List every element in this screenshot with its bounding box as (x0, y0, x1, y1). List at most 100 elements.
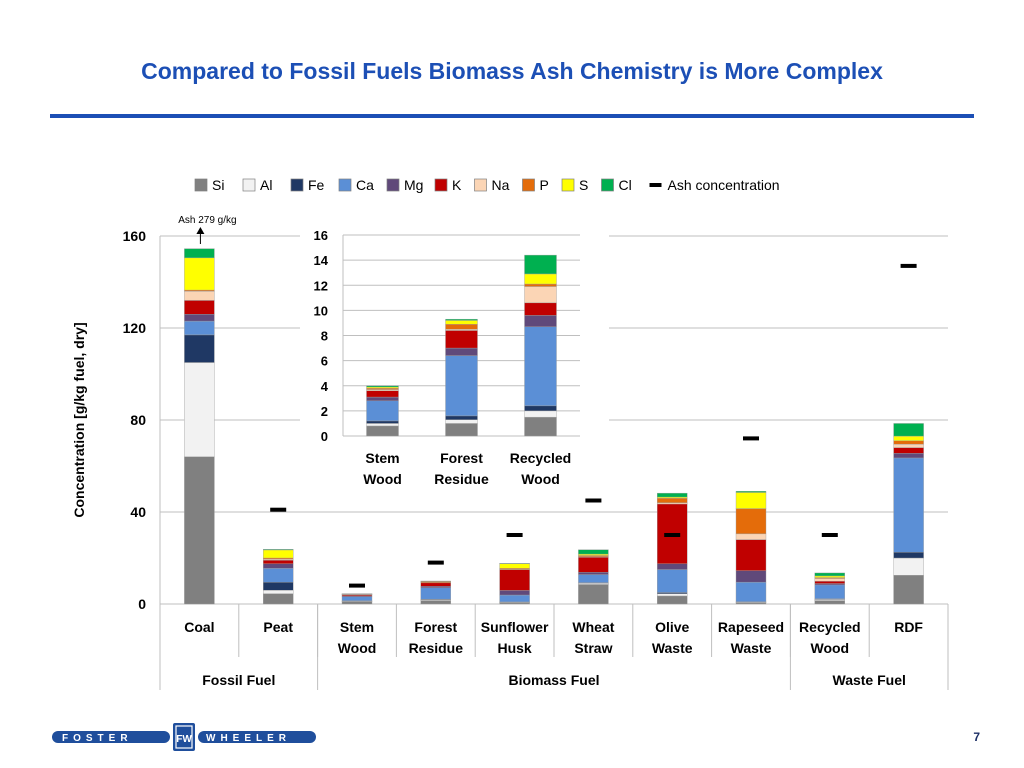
bar-segment-mg (657, 563, 688, 570)
title-underline (50, 114, 974, 118)
inset-bar-segment-p (524, 283, 557, 287)
bar-segment-ca (420, 587, 451, 600)
legend-swatch-al (242, 178, 256, 192)
bar-segment-ca (263, 568, 294, 583)
x-tick-label: Wood (338, 640, 377, 656)
bar-segment-mg (893, 453, 924, 459)
inset-y-tick-label: 2 (321, 404, 328, 419)
x-tick-label: RDF (894, 619, 923, 635)
legend-swatch-ca (338, 178, 352, 192)
ash-concentration-marker (743, 436, 759, 441)
x-tick-label: Stem (340, 619, 374, 635)
bar-segment-cl (263, 549, 294, 551)
bar-segment-s (578, 553, 609, 556)
bar-segment-si (420, 600, 451, 605)
logo-text-right: WHEELER (206, 733, 291, 744)
bar-segment-s (184, 257, 215, 291)
bar-segment-al (657, 593, 688, 597)
bar-segment-k (893, 447, 924, 454)
y-tick-label: 0 (138, 596, 146, 612)
ash-concentration-marker (427, 560, 444, 565)
bar-segment-k (184, 300, 215, 315)
inset-x-tick-label: Stem (365, 450, 399, 466)
foster-wheeler-logo: FOSTER FW WHEELER (52, 723, 316, 751)
ash-annotation-label: Ash 279 g/kg (178, 215, 236, 226)
inset-bar-segment-al (445, 419, 478, 424)
legend-label: K (452, 177, 462, 193)
inset-bar-segment-s (445, 320, 478, 325)
logo-emblem-text: FW (176, 734, 192, 745)
up-arrow-icon (196, 227, 205, 234)
inset-bar-segment-k (445, 330, 478, 349)
inset-x-tick-label: Wood (363, 471, 402, 487)
page-number: 7 (973, 730, 980, 744)
legend-label: Ca (356, 177, 374, 193)
inset-bar-segment-mg (524, 315, 557, 327)
bar-segment-si (814, 600, 845, 605)
legend-label: Na (492, 177, 510, 193)
bar-segment-cl (657, 492, 688, 498)
ash-concentration-marker (506, 533, 523, 537)
inset-bar-segment-ca (366, 400, 399, 422)
bar-segment-s (814, 575, 845, 578)
inset-bar-segment-ca (524, 326, 557, 407)
bar-segment-al (893, 557, 924, 576)
inset-bar-segment-si (524, 416, 557, 437)
bar-segment-al (184, 362, 215, 458)
bar-segment-cl (735, 491, 767, 493)
inset-bar-segment-na (524, 286, 557, 304)
bar-segment-s (735, 492, 767, 509)
bar-segment-ca (657, 569, 688, 593)
inset-y-tick-label: 12 (314, 278, 328, 293)
bar-segment-mg (263, 563, 294, 569)
bar-segment-si (578, 584, 609, 605)
x-tick-label: Peat (263, 619, 293, 635)
bar-segment-ca (578, 574, 609, 583)
bar-segment-mg (184, 314, 215, 322)
bar-segment-k (420, 582, 451, 587)
bar-segment-fe (184, 334, 215, 363)
bar-segment-s (263, 549, 294, 559)
legend-swatch-mg (386, 178, 400, 192)
bar-segment-na (814, 578, 845, 582)
bar-segment-na (735, 533, 767, 540)
x-tick-label: Residue (409, 640, 464, 656)
x-tick-label: Wood (810, 640, 849, 656)
inset-bar-segment-s (524, 273, 557, 285)
legend-swatch-si (194, 178, 208, 192)
inset-x-tick-label: Forest (440, 450, 483, 466)
x-tick-label: Rapeseed (718, 619, 784, 635)
bar-segment-cl (893, 423, 924, 437)
bar-segment-ca (341, 596, 373, 601)
legend-swatch-s (561, 178, 575, 192)
legend-label: Ash concentration (668, 177, 780, 193)
bar-segment-al (263, 590, 294, 594)
bar-segment-s (499, 563, 530, 569)
x-tick-label: Waste (652, 640, 693, 656)
fw-emblem-icon (173, 723, 195, 751)
bar-segment-na (893, 443, 924, 448)
x-tick-label: Husk (497, 640, 531, 656)
y-tick-label: 120 (123, 320, 147, 336)
logo-text-left: FOSTER (62, 733, 133, 744)
legend-label: Si (212, 177, 224, 193)
ash-concentration-marker (585, 498, 602, 503)
inset-x-tick-label: Residue (434, 471, 489, 487)
x-tick-label: Waste (731, 640, 772, 656)
bar-segment-mg (578, 572, 609, 575)
inset-bar-segment-al (366, 423, 399, 427)
x-tick-label: Sunflower (481, 619, 549, 635)
legend-label: Al (260, 177, 272, 193)
bar-segment-k (263, 560, 294, 564)
bar-segment-ca (893, 457, 924, 553)
inset-bar-segment-cl (524, 254, 557, 275)
inset-bar-segment-si (366, 425, 399, 437)
legend-swatch-k (434, 178, 448, 192)
ash-concentration-marker (349, 583, 365, 588)
inset-bar-segment-k (524, 302, 557, 316)
group-label: Biomass Fuel (508, 672, 599, 688)
bar-segment-na (184, 291, 215, 301)
bar-segment-cl (814, 572, 845, 577)
inset-bar-segment-al (524, 410, 557, 418)
inset-bar-segment-ca (445, 355, 478, 417)
